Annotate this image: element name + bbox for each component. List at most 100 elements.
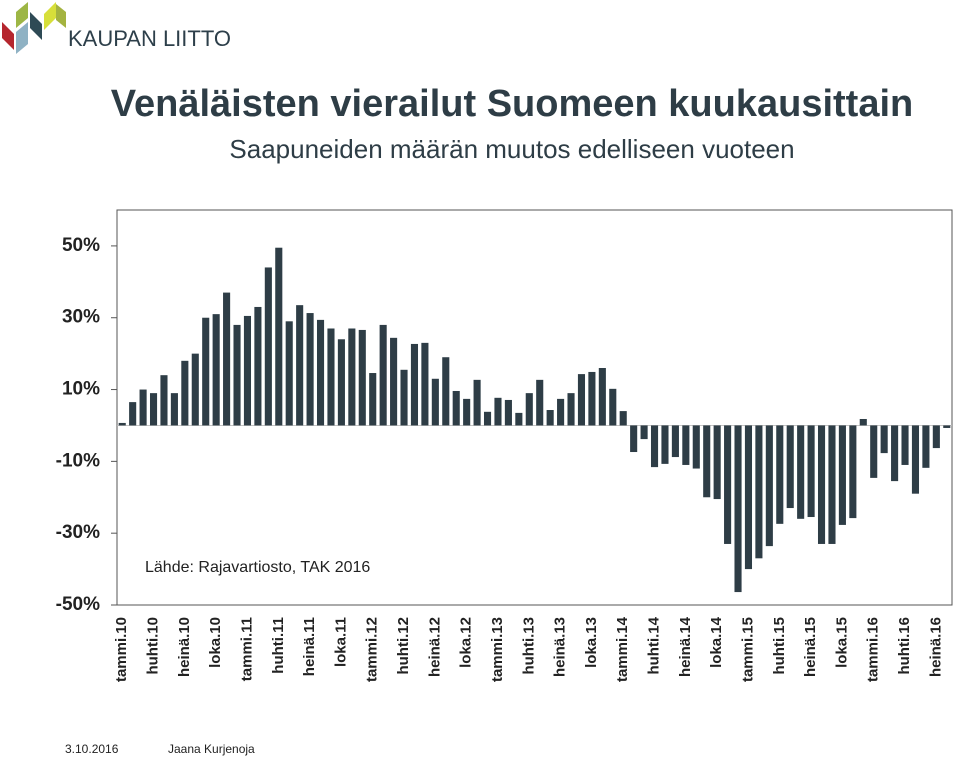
bar <box>421 342 429 426</box>
bar <box>922 425 930 468</box>
y-tick-label: 30% <box>62 307 100 328</box>
bar <box>724 425 732 544</box>
logo-mark <box>2 2 66 54</box>
logo-text: KAUPAN LIITTO <box>68 26 231 51</box>
bar <box>504 399 512 426</box>
x-tick-label: heinä.14 <box>677 616 694 677</box>
x-tick-label: huhti.16 <box>896 617 913 675</box>
bar <box>254 306 262 426</box>
bar <box>118 422 126 426</box>
x-tick-label: heinä.13 <box>552 617 569 677</box>
bar <box>765 425 773 547</box>
x-tick-label: heinä.10 <box>176 617 193 677</box>
bar <box>494 397 502 426</box>
bar <box>640 425 648 440</box>
bar <box>442 357 450 426</box>
bar <box>139 389 147 426</box>
bar <box>160 375 168 426</box>
bar <box>786 425 794 509</box>
bar <box>170 393 178 426</box>
x-tick-label: loka.13 <box>583 617 600 668</box>
y-tick-label: -50% <box>56 594 100 615</box>
x-tick-label: loka.10 <box>207 617 224 668</box>
bar <box>296 305 304 426</box>
bar <box>682 425 690 465</box>
bar <box>327 328 335 426</box>
x-tick-label: loka.15 <box>833 617 850 668</box>
bar <box>463 398 471 426</box>
bar <box>609 388 617 426</box>
x-tick-label: loka.14 <box>708 616 725 668</box>
x-tick-label: tammi.14 <box>614 616 631 682</box>
x-tick-label: tammi.11 <box>238 617 255 681</box>
bar <box>671 425 679 458</box>
bar <box>379 324 387 426</box>
x-tick-label: huhti.10 <box>145 617 162 675</box>
bar <box>828 425 836 544</box>
bar <box>473 379 481 426</box>
bar <box>817 425 826 544</box>
bar <box>891 425 899 482</box>
bar <box>243 315 252 426</box>
bar <box>619 411 627 426</box>
chart-subtitle: Saapuneiden määrän muutos edelliseen vuo… <box>229 134 794 164</box>
bar <box>932 425 940 449</box>
x-tick-label: heinä.15 <box>802 617 819 677</box>
bar <box>410 343 419 426</box>
x-tick-label: tammi.16 <box>865 617 882 682</box>
bar <box>713 425 721 500</box>
bar <box>880 425 888 454</box>
bar <box>275 247 283 426</box>
bar <box>212 314 220 426</box>
bar <box>661 425 669 464</box>
bar <box>358 329 366 426</box>
bar <box>264 267 272 426</box>
x-tick-label: tammi.15 <box>739 617 756 682</box>
x-tick-label: tammi.10 <box>113 617 130 682</box>
bar <box>306 313 314 426</box>
x-tick-label: loka.11 <box>332 617 349 667</box>
bar <box>567 393 575 426</box>
bar <box>838 425 846 525</box>
x-tick-label: huhti.11 <box>270 617 287 674</box>
bar <box>202 317 210 426</box>
bar <box>316 319 325 426</box>
bar <box>870 425 878 478</box>
bar <box>650 425 659 468</box>
x-tick-label: heinä.16 <box>927 617 944 677</box>
x-tick-label: huhti.13 <box>520 617 537 675</box>
y-tick-label: 50% <box>62 235 100 256</box>
plot-frame <box>116 209 953 606</box>
bar <box>911 425 920 494</box>
bar <box>483 411 492 426</box>
bar <box>692 425 700 469</box>
x-tick-label: heinä.11 <box>301 617 318 676</box>
bar <box>191 353 199 426</box>
y-tick-label: -10% <box>56 450 100 471</box>
bar <box>285 321 293 426</box>
x-tick-label: huhti.14 <box>646 616 663 674</box>
bar <box>849 425 857 519</box>
bar <box>546 410 554 426</box>
bar <box>859 418 867 426</box>
source-note: Lähde: Rajavartiosto, TAK 2016 <box>145 559 370 576</box>
x-tick-label: tammi.12 <box>364 617 381 682</box>
x-tick-label: heinä.12 <box>426 617 443 677</box>
bar <box>223 292 231 426</box>
bar <box>807 425 815 518</box>
bar <box>452 390 460 426</box>
bar <box>797 425 805 519</box>
bar <box>577 374 586 426</box>
x-tick-label: tammi.13 <box>489 617 506 682</box>
bar <box>149 393 158 426</box>
bar <box>734 425 742 593</box>
bar <box>515 412 523 426</box>
bar <box>630 425 638 453</box>
bar <box>557 398 565 426</box>
x-tick-label: loka.12 <box>458 617 475 668</box>
bar <box>181 360 189 426</box>
bar <box>348 328 356 426</box>
bar <box>129 402 137 426</box>
footer-date: 3.10.2016 <box>65 742 119 756</box>
